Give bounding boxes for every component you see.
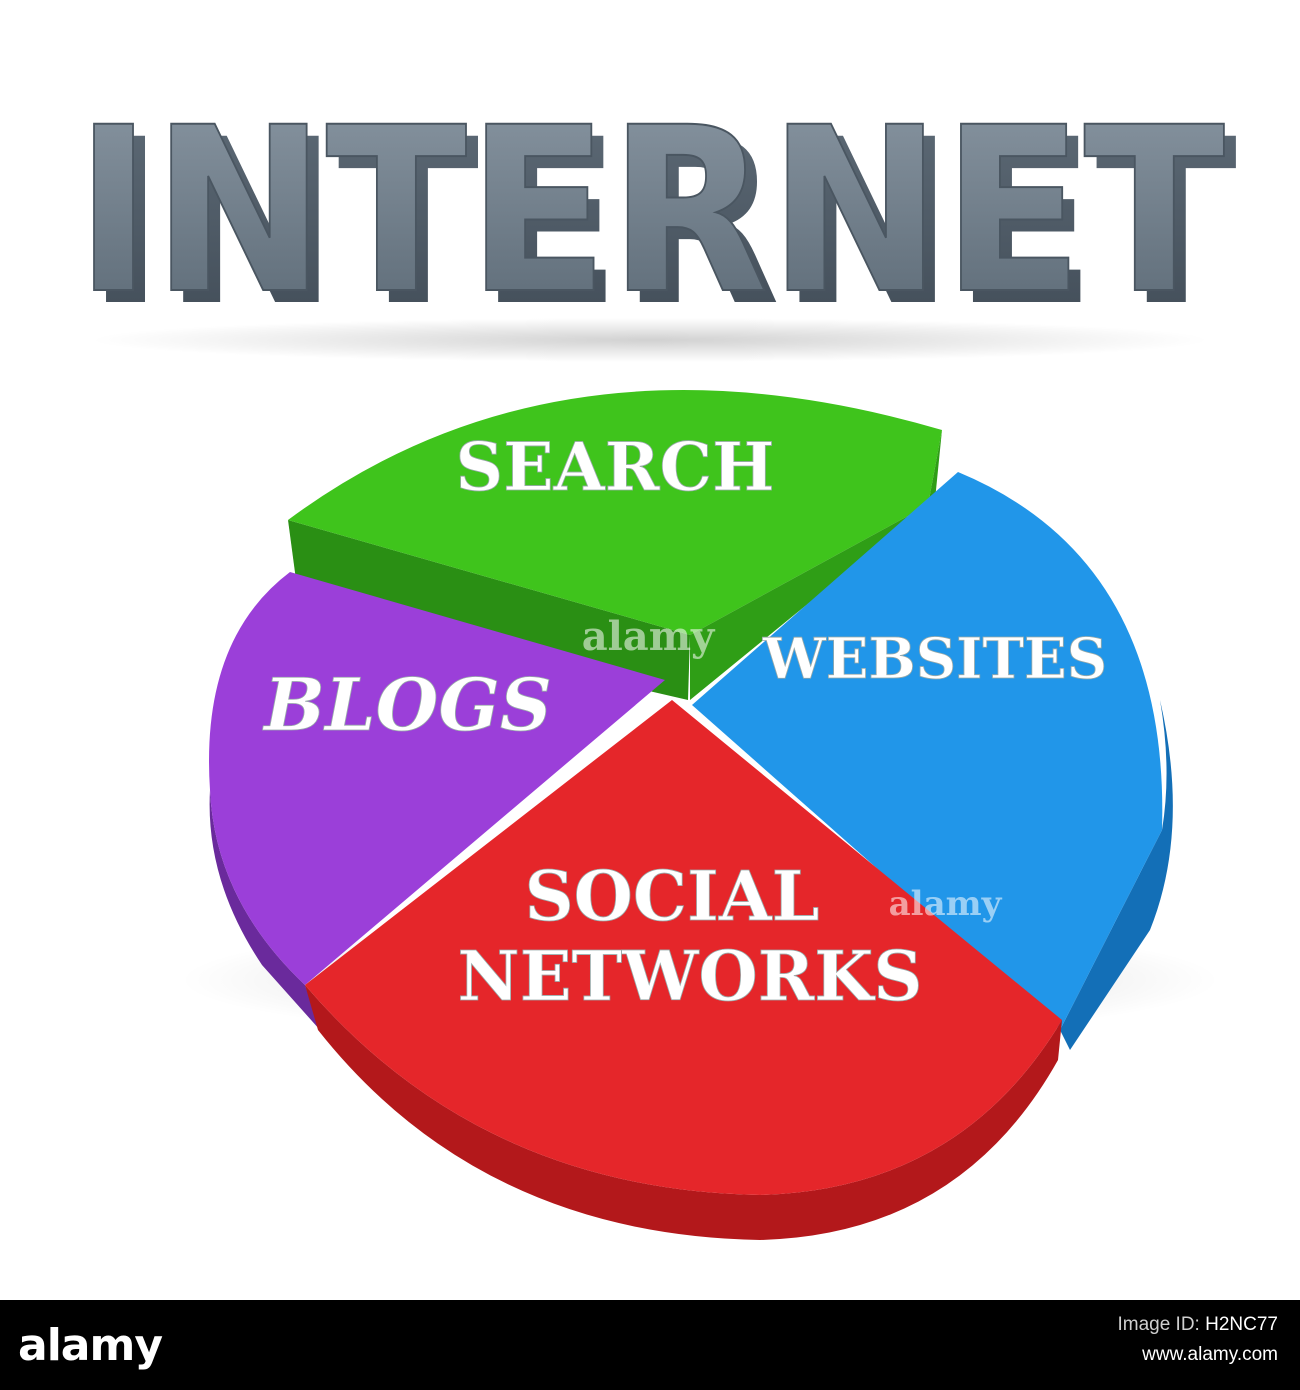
slice-search-side [288, 520, 690, 700]
slice-label-blogs: BLOGS [262, 662, 552, 747]
slice-search [288, 390, 942, 700]
watermark-center: alamy [582, 613, 716, 660]
image-id-line: Image ID: H2NC77 [1117, 1310, 1278, 1340]
internet-pie-illustration: INTERNET INTERNET [74, 77, 1237, 1240]
title-3d: INTERNET INTERNET [74, 77, 1237, 356]
slice-blogs-side [209, 790, 320, 1030]
image-id-value: H2NC77 [1205, 1314, 1278, 1335]
slice-blogs [209, 572, 665, 1030]
watermark-right: alamy [889, 884, 1003, 924]
title-shadow [90, 318, 1210, 362]
title-text: INTERNET [75, 78, 1225, 344]
slice-label-networks: NETWORKS [458, 937, 923, 1017]
slice-label-websites: WEBSITES [762, 626, 1107, 692]
watermarks: alamy alamy [582, 613, 1003, 924]
slice-social-side [305, 985, 1062, 1240]
slice-label-social: SOCIAL [525, 857, 820, 937]
slice-search-edge [690, 430, 942, 700]
stock-footer-bar: alamy Image ID: H2NC77 www.alamy.com [0, 1300, 1300, 1390]
slice-social-top [305, 700, 1062, 1195]
site-url[interactable]: www.alamy.com [1142, 1344, 1278, 1365]
slice-search-top [288, 390, 942, 635]
pie-chart [209, 390, 1173, 1240]
image-id-label: Image ID: [1117, 1314, 1200, 1335]
image-stage: INTERNET INTERNET [74, 77, 1237, 1240]
slice-websites-side [1060, 700, 1173, 1050]
stock-logo: alamy [18, 1320, 163, 1371]
title-text-depth: INTERNET [87, 90, 1237, 356]
slice-blogs-top [209, 572, 665, 985]
slice-websites [692, 472, 1173, 1050]
slice-label-search: SEARCH [456, 428, 775, 506]
slice-websites-top [692, 472, 1163, 1030]
slice-social-networks [305, 700, 1062, 1240]
image-meta: Image ID: H2NC77 www.alamy.com [1117, 1310, 1278, 1370]
